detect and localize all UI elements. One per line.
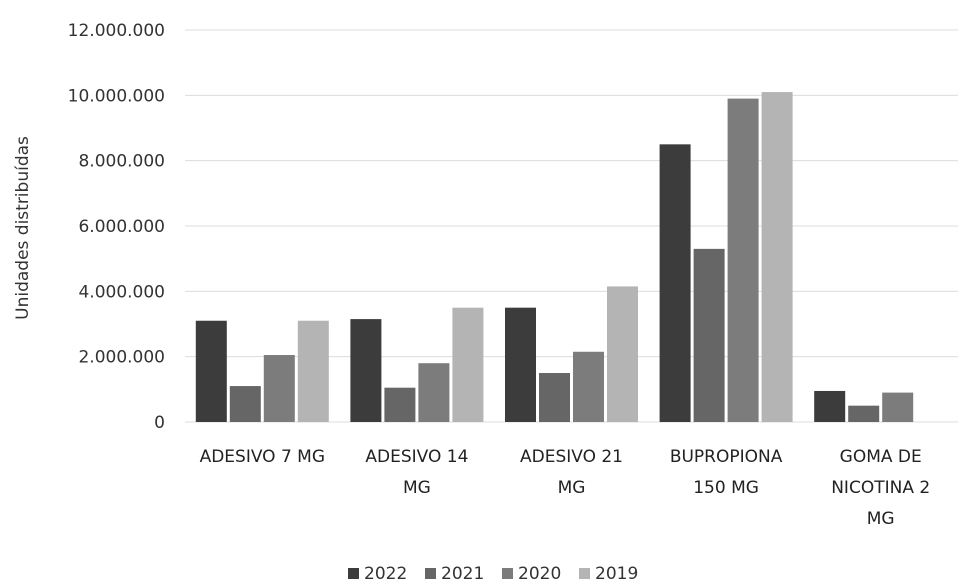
y-tick-label: 2.000.000 <box>78 348 165 368</box>
x-category-label: ADESIVO 14 <box>365 447 468 467</box>
bar-2019 <box>607 286 638 422</box>
y-tick-label: 8.000.000 <box>78 152 165 172</box>
y-tick-label: 6.000.000 <box>78 217 165 237</box>
bar-2020 <box>573 351 604 422</box>
legend: 2022 2021 2020 2019 <box>348 564 638 584</box>
y-axis-ticks: 0 2.000.000 4.000.000 6.000.000 8.000.000 10.… <box>68 21 165 433</box>
legend-swatch <box>502 568 513 579</box>
bar-2022 <box>350 319 382 422</box>
legend-label: 2022 <box>364 564 407 584</box>
y-tick-label: 10.000.000 <box>68 86 165 106</box>
bar-2021 <box>384 387 416 422</box>
bar-2020 <box>418 363 450 422</box>
y-tick-label: 12.000.000 <box>68 21 165 41</box>
bar-2022 <box>195 320 227 422</box>
x-category-label: ADESIVO 7 MG <box>200 447 325 467</box>
y-axis-label: Unidades distribuídas <box>13 136 33 320</box>
y-tick-label: 4.000.000 <box>78 282 165 302</box>
x-axis-labels: ADESIVO 7 MG ADESIVO 14 MG ADESIVO 21 MG BUPR… <box>200 447 931 529</box>
legend-swatch <box>348 568 359 579</box>
bar-2020 <box>263 355 295 422</box>
x-category-label: MG <box>403 478 431 498</box>
bar-2022 <box>659 144 691 423</box>
x-category-label: MG <box>558 478 586 498</box>
x-category-label: BUPROPIONA <box>670 447 783 467</box>
legend-swatch <box>425 568 436 579</box>
bar-2021 <box>539 373 570 422</box>
bar-2020 <box>727 98 759 422</box>
bar-2021 <box>848 405 880 422</box>
bar-2021 <box>693 248 725 422</box>
x-category-label: 150 MG <box>693 478 759 498</box>
y-tick-label: 0 <box>154 413 165 433</box>
bar-2021 <box>229 386 261 422</box>
x-category-label: GOMA DE <box>840 447 922 467</box>
legend-label: 2021 <box>441 564 484 584</box>
bar-2020 <box>882 392 914 422</box>
bar-2019 <box>297 320 329 422</box>
legend-label: 2020 <box>518 564 561 584</box>
bars <box>195 92 914 423</box>
bar-2019 <box>761 92 793 423</box>
legend-label: 2019 <box>595 564 638 584</box>
bar-2019 <box>452 307 484 422</box>
bar-2022 <box>814 390 846 422</box>
bar-2022 <box>505 307 536 422</box>
legend-swatch <box>579 568 590 579</box>
x-category-label: MG <box>867 509 895 529</box>
x-category-label: ADESIVO 21 <box>520 447 623 467</box>
x-category-label: NICOTINA 2 <box>831 478 930 498</box>
